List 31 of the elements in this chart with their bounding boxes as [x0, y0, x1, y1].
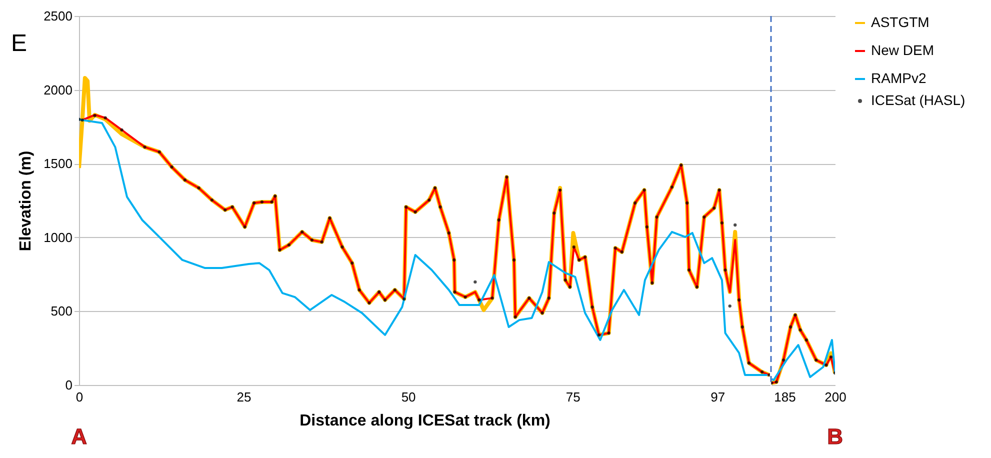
point — [798, 328, 802, 332]
x-axis-title: Distance along ICESat track (km) — [300, 412, 550, 430]
y-tick-label: 1500 — [44, 156, 72, 172]
x-tick-label: 75 — [566, 390, 580, 404]
y-tick-label: 0 — [65, 378, 72, 392]
y-tick-label: 2500 — [44, 8, 72, 24]
x-tick-label: 97 — [710, 390, 726, 404]
legend-label: ASTGTM — [871, 14, 930, 30]
x-tick-label: 200 — [824, 390, 846, 404]
point — [829, 355, 833, 359]
x-tick-label: 25 — [236, 390, 252, 404]
legend-label: New DEM — [871, 42, 934, 58]
x-tick-label: 185 — [774, 390, 796, 404]
point — [794, 313, 797, 317]
legend-label: ICESat (HASL) — [871, 92, 966, 108]
text: B — [827, 424, 843, 449]
legend-label: RAMPv2 — [871, 70, 926, 86]
text: E — [10, 30, 28, 57]
y-tick-label: 500 — [50, 304, 72, 319]
x-tick-label: 50 — [401, 390, 416, 404]
point — [774, 380, 778, 384]
x-tick-label: 0 — [76, 390, 84, 404]
y-axis-title: Elevation (m) — [18, 150, 35, 252]
point — [814, 358, 818, 362]
point — [782, 358, 786, 362]
point — [824, 363, 828, 367]
y-tick-label: 1000 — [44, 230, 72, 245]
point — [804, 338, 808, 342]
point — [788, 325, 792, 329]
text: A — [71, 424, 88, 449]
y-tick-label: 2000 — [44, 82, 72, 98]
